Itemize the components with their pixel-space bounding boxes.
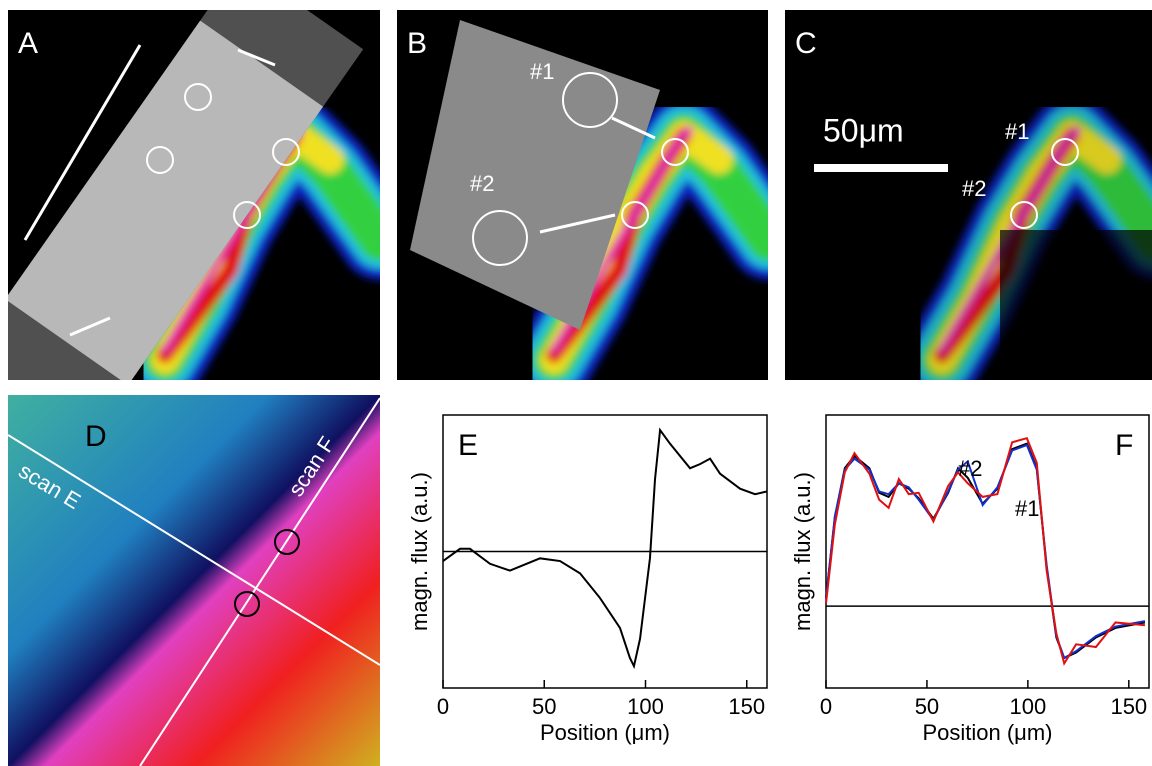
panel-label: F (1115, 429, 1133, 462)
panel-label: B (407, 27, 427, 60)
plot-frame (826, 415, 1149, 688)
data-line (443, 430, 767, 666)
annotation: #2 (470, 171, 494, 196)
annotation: #2 (962, 176, 986, 201)
x-tick-label: 100 (1010, 694, 1047, 719)
x-tick-label: 150 (1110, 694, 1147, 719)
panel-a: A (0, 0, 380, 442)
x-tick-label: 50 (915, 694, 939, 719)
x-axis-label: Position (μm) (922, 720, 1052, 745)
panel-label: A (18, 27, 38, 60)
annotation: #1 (530, 59, 554, 84)
panel-b: B #1 #2 (397, 10, 769, 380)
figure: A B #1 #2 50μm C #1 #2 D scan E scan F 0… (0, 0, 1152, 766)
x-tick-label: 150 (728, 694, 765, 719)
panel-label: E (458, 429, 478, 462)
x-tick-label: 0 (437, 694, 449, 719)
x-axis-label: Position (μm) (540, 720, 670, 745)
panel-label: D (85, 420, 107, 453)
data-line (826, 438, 1145, 663)
scale-bar-label: 50μm (823, 112, 904, 148)
y-axis-label: magn. flux (a.u.) (407, 472, 432, 631)
panel-c: 50μm C #1 #2 (785, 10, 1152, 380)
x-tick-label: 100 (627, 694, 664, 719)
x-tick-label: 50 (532, 694, 556, 719)
annotation: #2 (958, 456, 982, 481)
annotation: #1 (1005, 119, 1029, 144)
annotation: #1 (1015, 496, 1039, 521)
x-tick-label: 0 (820, 694, 832, 719)
y-axis-label: magn. flux (a.u.) (790, 472, 815, 631)
panel-d: D scan E scan F (8, 395, 380, 766)
panel-label: C (795, 27, 817, 60)
data-line (826, 444, 1145, 658)
